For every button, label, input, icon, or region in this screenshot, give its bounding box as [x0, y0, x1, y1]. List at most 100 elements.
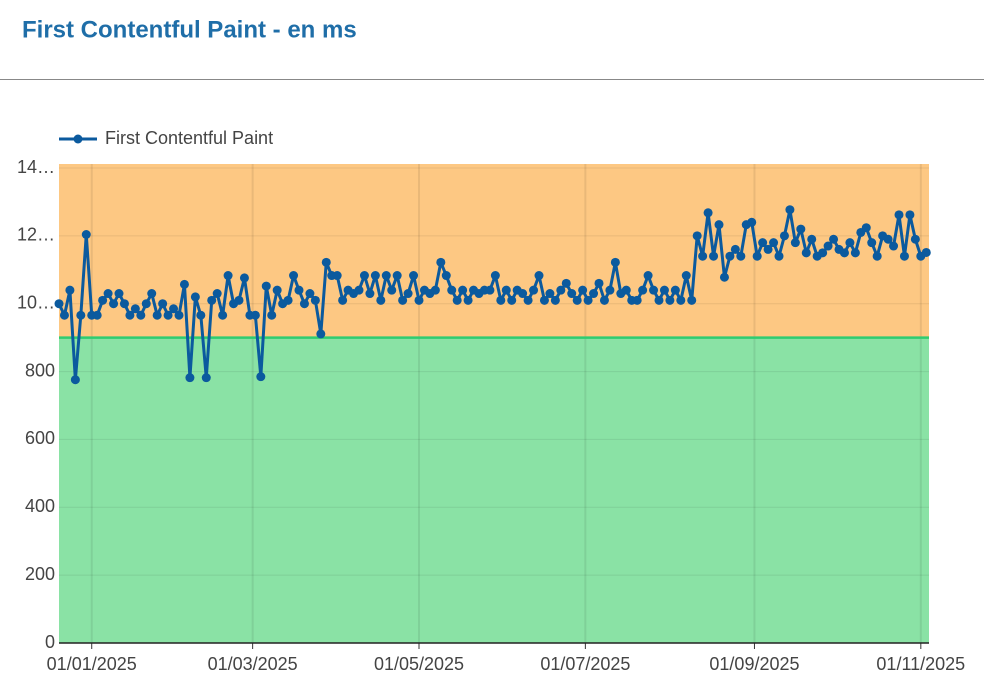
data-point [267, 310, 277, 320]
data-point [758, 238, 768, 248]
data-point [850, 248, 860, 258]
data-point [359, 271, 369, 281]
data-point [703, 208, 713, 218]
x-tick-label: 01/09/2025 [709, 654, 799, 674]
x-tick-label: 01/07/2025 [540, 654, 630, 674]
data-point [414, 295, 424, 305]
data-point [169, 304, 179, 314]
data-point [436, 257, 446, 267]
data-point [321, 257, 331, 267]
data-point [654, 295, 664, 305]
y-tick-label: 0 [45, 632, 55, 652]
data-point [125, 310, 135, 320]
data-point [910, 234, 920, 244]
data-point [523, 295, 533, 305]
data-point [98, 295, 108, 305]
data-point [289, 271, 299, 281]
data-point [452, 295, 462, 305]
data-point [665, 295, 675, 305]
data-point [687, 295, 697, 305]
data-point [332, 271, 342, 281]
data-point [861, 223, 871, 233]
data-point [441, 271, 451, 281]
data-point [179, 279, 189, 289]
data-point [392, 271, 402, 281]
data-point [889, 241, 899, 251]
data-point [681, 271, 691, 281]
data-point [534, 271, 544, 281]
data-point [294, 285, 304, 295]
data-point [354, 285, 364, 295]
legend-marker [73, 134, 83, 144]
x-tick-label: 01/05/2025 [374, 654, 464, 674]
data-point [779, 231, 789, 241]
data-point [92, 310, 102, 320]
data-point [709, 251, 719, 261]
data-point [305, 289, 315, 299]
data-point [670, 285, 680, 295]
data-point [490, 271, 500, 281]
data-point [730, 244, 740, 254]
data-point [76, 310, 86, 320]
data-point [610, 257, 620, 267]
data-point [196, 310, 206, 320]
x-tick-label: 01/01/2025 [47, 654, 137, 674]
data-point [643, 271, 653, 281]
data-point [823, 241, 833, 251]
data-point [485, 285, 495, 295]
data-point [845, 238, 855, 248]
data-point [692, 231, 702, 241]
data-point [109, 299, 119, 309]
y-tick-label: 14… [17, 157, 55, 177]
threshold-band [59, 337, 929, 643]
data-point [370, 271, 380, 281]
data-point [272, 285, 282, 295]
data-point [605, 285, 615, 295]
data-point [59, 310, 69, 320]
y-tick-label: 400 [25, 496, 55, 516]
data-point [769, 238, 779, 248]
data-point [561, 278, 571, 288]
data-point [119, 299, 129, 309]
data-point [212, 289, 222, 299]
data-point [409, 271, 419, 281]
data-point [796, 224, 806, 234]
data-point [458, 285, 468, 295]
data-point [338, 295, 348, 305]
chart-title: First Contentful Paint - en ms [22, 16, 357, 43]
y-tick-label: 600 [25, 428, 55, 448]
data-point [818, 248, 828, 258]
data-point [430, 285, 440, 295]
data-point [463, 295, 473, 305]
data-point [599, 295, 609, 305]
data-point [829, 234, 839, 244]
data-point [632, 295, 642, 305]
legend-label: First Contentful Paint [105, 128, 273, 148]
data-point [572, 295, 582, 305]
data-point [190, 292, 200, 302]
data-point [649, 285, 659, 295]
x-tick-label: 01/03/2025 [208, 654, 298, 674]
data-point [70, 375, 80, 385]
data-point [365, 289, 375, 299]
data-point [376, 295, 386, 305]
data-point [539, 295, 549, 305]
data-point [223, 271, 233, 281]
data-point [556, 285, 566, 295]
data-point [676, 295, 686, 305]
data-point [894, 210, 904, 220]
data-point [638, 285, 648, 295]
data-point [698, 251, 708, 261]
data-point [747, 217, 757, 227]
data-point [659, 285, 669, 295]
y-tick-label: 10… [17, 292, 55, 312]
series-line [57, 208, 928, 382]
data-point [114, 289, 124, 299]
data-point [185, 373, 195, 383]
data-point [381, 271, 391, 281]
data-point [158, 299, 168, 309]
data-point [578, 285, 588, 295]
y-tick-label: 200 [25, 564, 55, 584]
data-point [774, 251, 784, 261]
data-point [872, 251, 882, 261]
